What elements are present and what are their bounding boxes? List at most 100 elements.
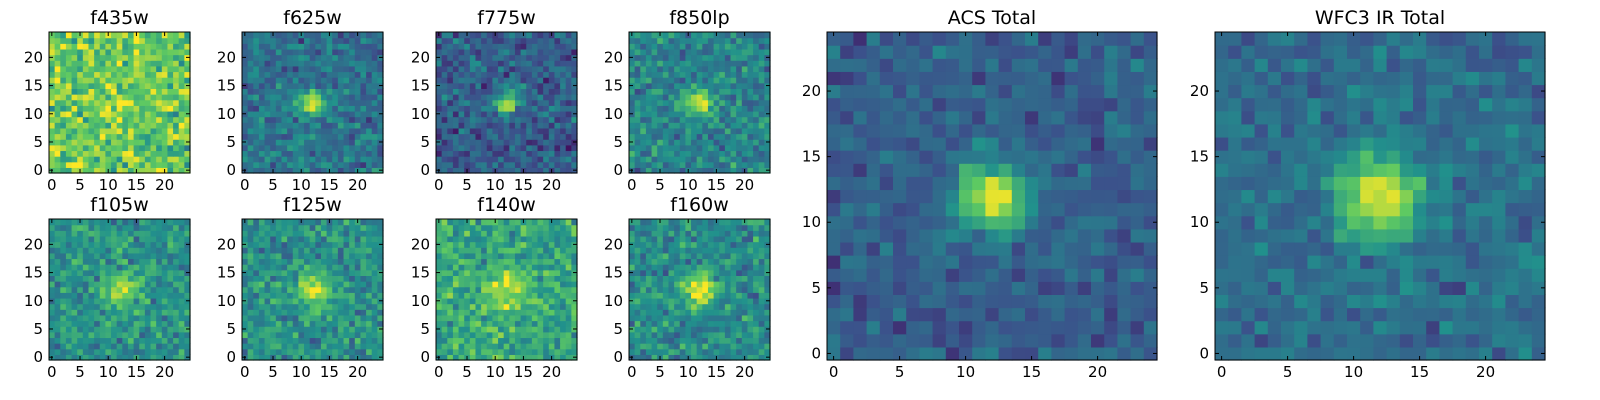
pixel-f140w [469, 309, 477, 316]
pixel-f140w [469, 326, 477, 333]
pixel-f105w [82, 258, 90, 265]
pixel-f435w [173, 71, 180, 78]
pixel-f125w [292, 269, 299, 276]
pixel-f160w [651, 269, 658, 276]
pixel-f140w [571, 281, 578, 288]
pixel-f850lp [645, 60, 653, 67]
pixel-f125w [354, 297, 362, 305]
pixel-f435w [111, 144, 118, 152]
pixel-f125w [242, 258, 249, 265]
pixel-f850lp [634, 105, 641, 112]
pixel-f625w [366, 77, 373, 84]
pixel-f125w [292, 326, 299, 333]
pixel-f160w [679, 309, 686, 316]
pixel-f775w [543, 65, 550, 73]
pixel-f105w [122, 297, 129, 305]
pixel-f625w [360, 122, 367, 129]
pixel-f140w [452, 252, 460, 260]
pixel-f140w [464, 343, 471, 350]
pixel-f625w [343, 82, 350, 89]
pixel-f625w [371, 144, 378, 152]
pixel-f160w [702, 303, 709, 310]
pixel-f140w [481, 247, 488, 254]
pixel-f435w [60, 139, 67, 146]
pixel-f140w [520, 252, 527, 260]
pixel-f105w [139, 258, 146, 265]
pixel-f850lp [657, 43, 664, 50]
pixel-f850lp [629, 105, 636, 112]
pixel-f105w [139, 235, 146, 243]
pixel-f850lp [707, 99, 715, 106]
pixel-f140w [509, 252, 516, 260]
pixel-f435w [122, 43, 129, 50]
pixel-f775w [548, 88, 556, 95]
pixel-f850lp [764, 37, 771, 44]
pixel-f105w [167, 281, 174, 288]
pixel-f435w [173, 105, 180, 112]
pixel-f625w [332, 127, 339, 135]
pixel-f140w [571, 348, 578, 355]
pixel-f160w [645, 286, 653, 293]
pixel-f125w [275, 235, 283, 243]
pixel-f625w [371, 150, 378, 157]
pixel-f625w [309, 77, 316, 84]
pixel-f125w [309, 219, 316, 226]
pixel-f435w [82, 54, 90, 61]
pixel-f160w [747, 309, 754, 316]
pixel-f775w [481, 32, 488, 39]
pixel-f625w [287, 105, 294, 112]
pixel-f140w [464, 281, 471, 288]
pixel-f140w [464, 264, 471, 271]
pixel-f125w [320, 320, 328, 327]
pixel-f850lp [758, 37, 765, 44]
pixel-f125w [315, 281, 322, 288]
pixel-f435w [184, 116, 191, 123]
pixel-f125w [304, 275, 311, 282]
pixel-f125w [354, 337, 362, 344]
pixel-f775w [537, 139, 544, 146]
pixel-f850lp [724, 43, 732, 50]
pixel-f435w [65, 88, 73, 95]
pixel-f625w [326, 54, 333, 61]
pixel-f775w [447, 105, 454, 112]
pixel-f140w [526, 320, 533, 327]
pixel-f775w [554, 105, 561, 112]
pixel-f850lp [702, 116, 709, 123]
pixel-f160w [758, 286, 765, 293]
pixel-f850lp [702, 60, 709, 67]
pixel-f775w [441, 77, 448, 84]
pixel-f850lp [747, 37, 754, 44]
pixel-f435w [178, 133, 185, 140]
pixel-f140w [514, 281, 522, 288]
pixel-f775w [571, 32, 578, 39]
pixel-f625w [298, 99, 305, 106]
pixel-f775w [531, 37, 539, 44]
pixel-f625w [371, 60, 378, 67]
pixel-f125w [332, 264, 339, 271]
pixel-f160w [662, 269, 670, 276]
pixel-f140w [458, 286, 465, 293]
pixel-f435w [139, 110, 146, 118]
pixel-f775w [475, 127, 482, 135]
pixel-f435w [60, 82, 67, 89]
pixel-f105w [122, 303, 129, 310]
pixel-f125w [332, 286, 339, 293]
pixel-f125w [320, 286, 328, 293]
pixel-f625w [287, 94, 294, 101]
pixel-f160w [651, 309, 658, 316]
pixel-f105w [111, 297, 118, 305]
pixel-f625w [292, 71, 299, 78]
pixel-f775w [452, 60, 460, 67]
pixel-f775w [486, 88, 493, 95]
pixel-f435w [49, 156, 56, 163]
pixel-f625w [281, 77, 288, 84]
pixel-f775w [565, 48, 572, 56]
pixel-f125w [298, 331, 305, 339]
pixel-f435w [82, 88, 90, 95]
pixel-f160w [753, 343, 760, 350]
pixel-f850lp [662, 127, 670, 135]
pixel-f435w [161, 94, 169, 101]
pixel-f435w [144, 88, 152, 95]
pixel-f125w [275, 354, 283, 361]
pixel-f775w [560, 88, 567, 95]
